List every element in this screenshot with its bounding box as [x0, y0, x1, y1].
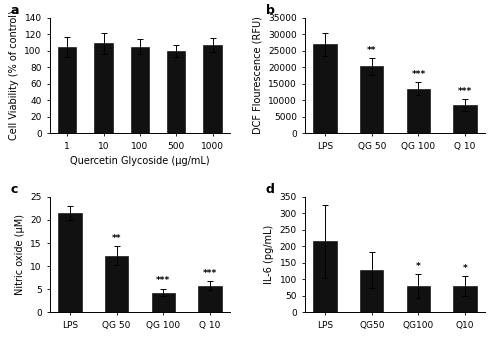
Y-axis label: DCF Flourescence (RFU): DCF Flourescence (RFU)	[252, 17, 262, 135]
Text: a: a	[10, 4, 19, 17]
Text: d: d	[266, 183, 274, 196]
Y-axis label: Nitric oxide (µM): Nitric oxide (µM)	[14, 214, 24, 295]
Bar	[198, 285, 222, 312]
Text: c: c	[10, 183, 18, 196]
Y-axis label: IL-6 (pg/mL): IL-6 (pg/mL)	[264, 225, 274, 284]
Text: *: *	[463, 264, 468, 273]
Text: **: **	[367, 45, 376, 55]
X-axis label: Quercetin Glycoside (µg/mL): Quercetin Glycoside (µg/mL)	[70, 156, 209, 166]
Y-axis label: Cell Viability (% of control): Cell Viability (% of control)	[9, 11, 19, 140]
Bar	[314, 241, 337, 312]
Text: ***: ***	[412, 70, 426, 79]
Text: ***: ***	[203, 269, 217, 278]
Bar	[204, 45, 222, 133]
Text: b: b	[266, 4, 274, 17]
Bar	[58, 213, 82, 312]
Text: **: **	[112, 234, 122, 243]
Text: ***: ***	[156, 276, 170, 285]
Bar	[94, 43, 112, 133]
Bar	[152, 293, 175, 312]
Bar	[167, 51, 186, 133]
Bar	[314, 44, 337, 133]
Bar	[454, 105, 477, 133]
Bar	[58, 47, 76, 133]
Bar	[454, 286, 477, 312]
Bar	[360, 66, 384, 133]
Text: ***: ***	[458, 87, 472, 96]
Bar	[407, 89, 430, 133]
Bar	[131, 47, 149, 133]
Bar	[105, 256, 128, 312]
Bar	[360, 270, 384, 312]
Bar	[407, 286, 430, 312]
Text: *: *	[416, 262, 421, 271]
